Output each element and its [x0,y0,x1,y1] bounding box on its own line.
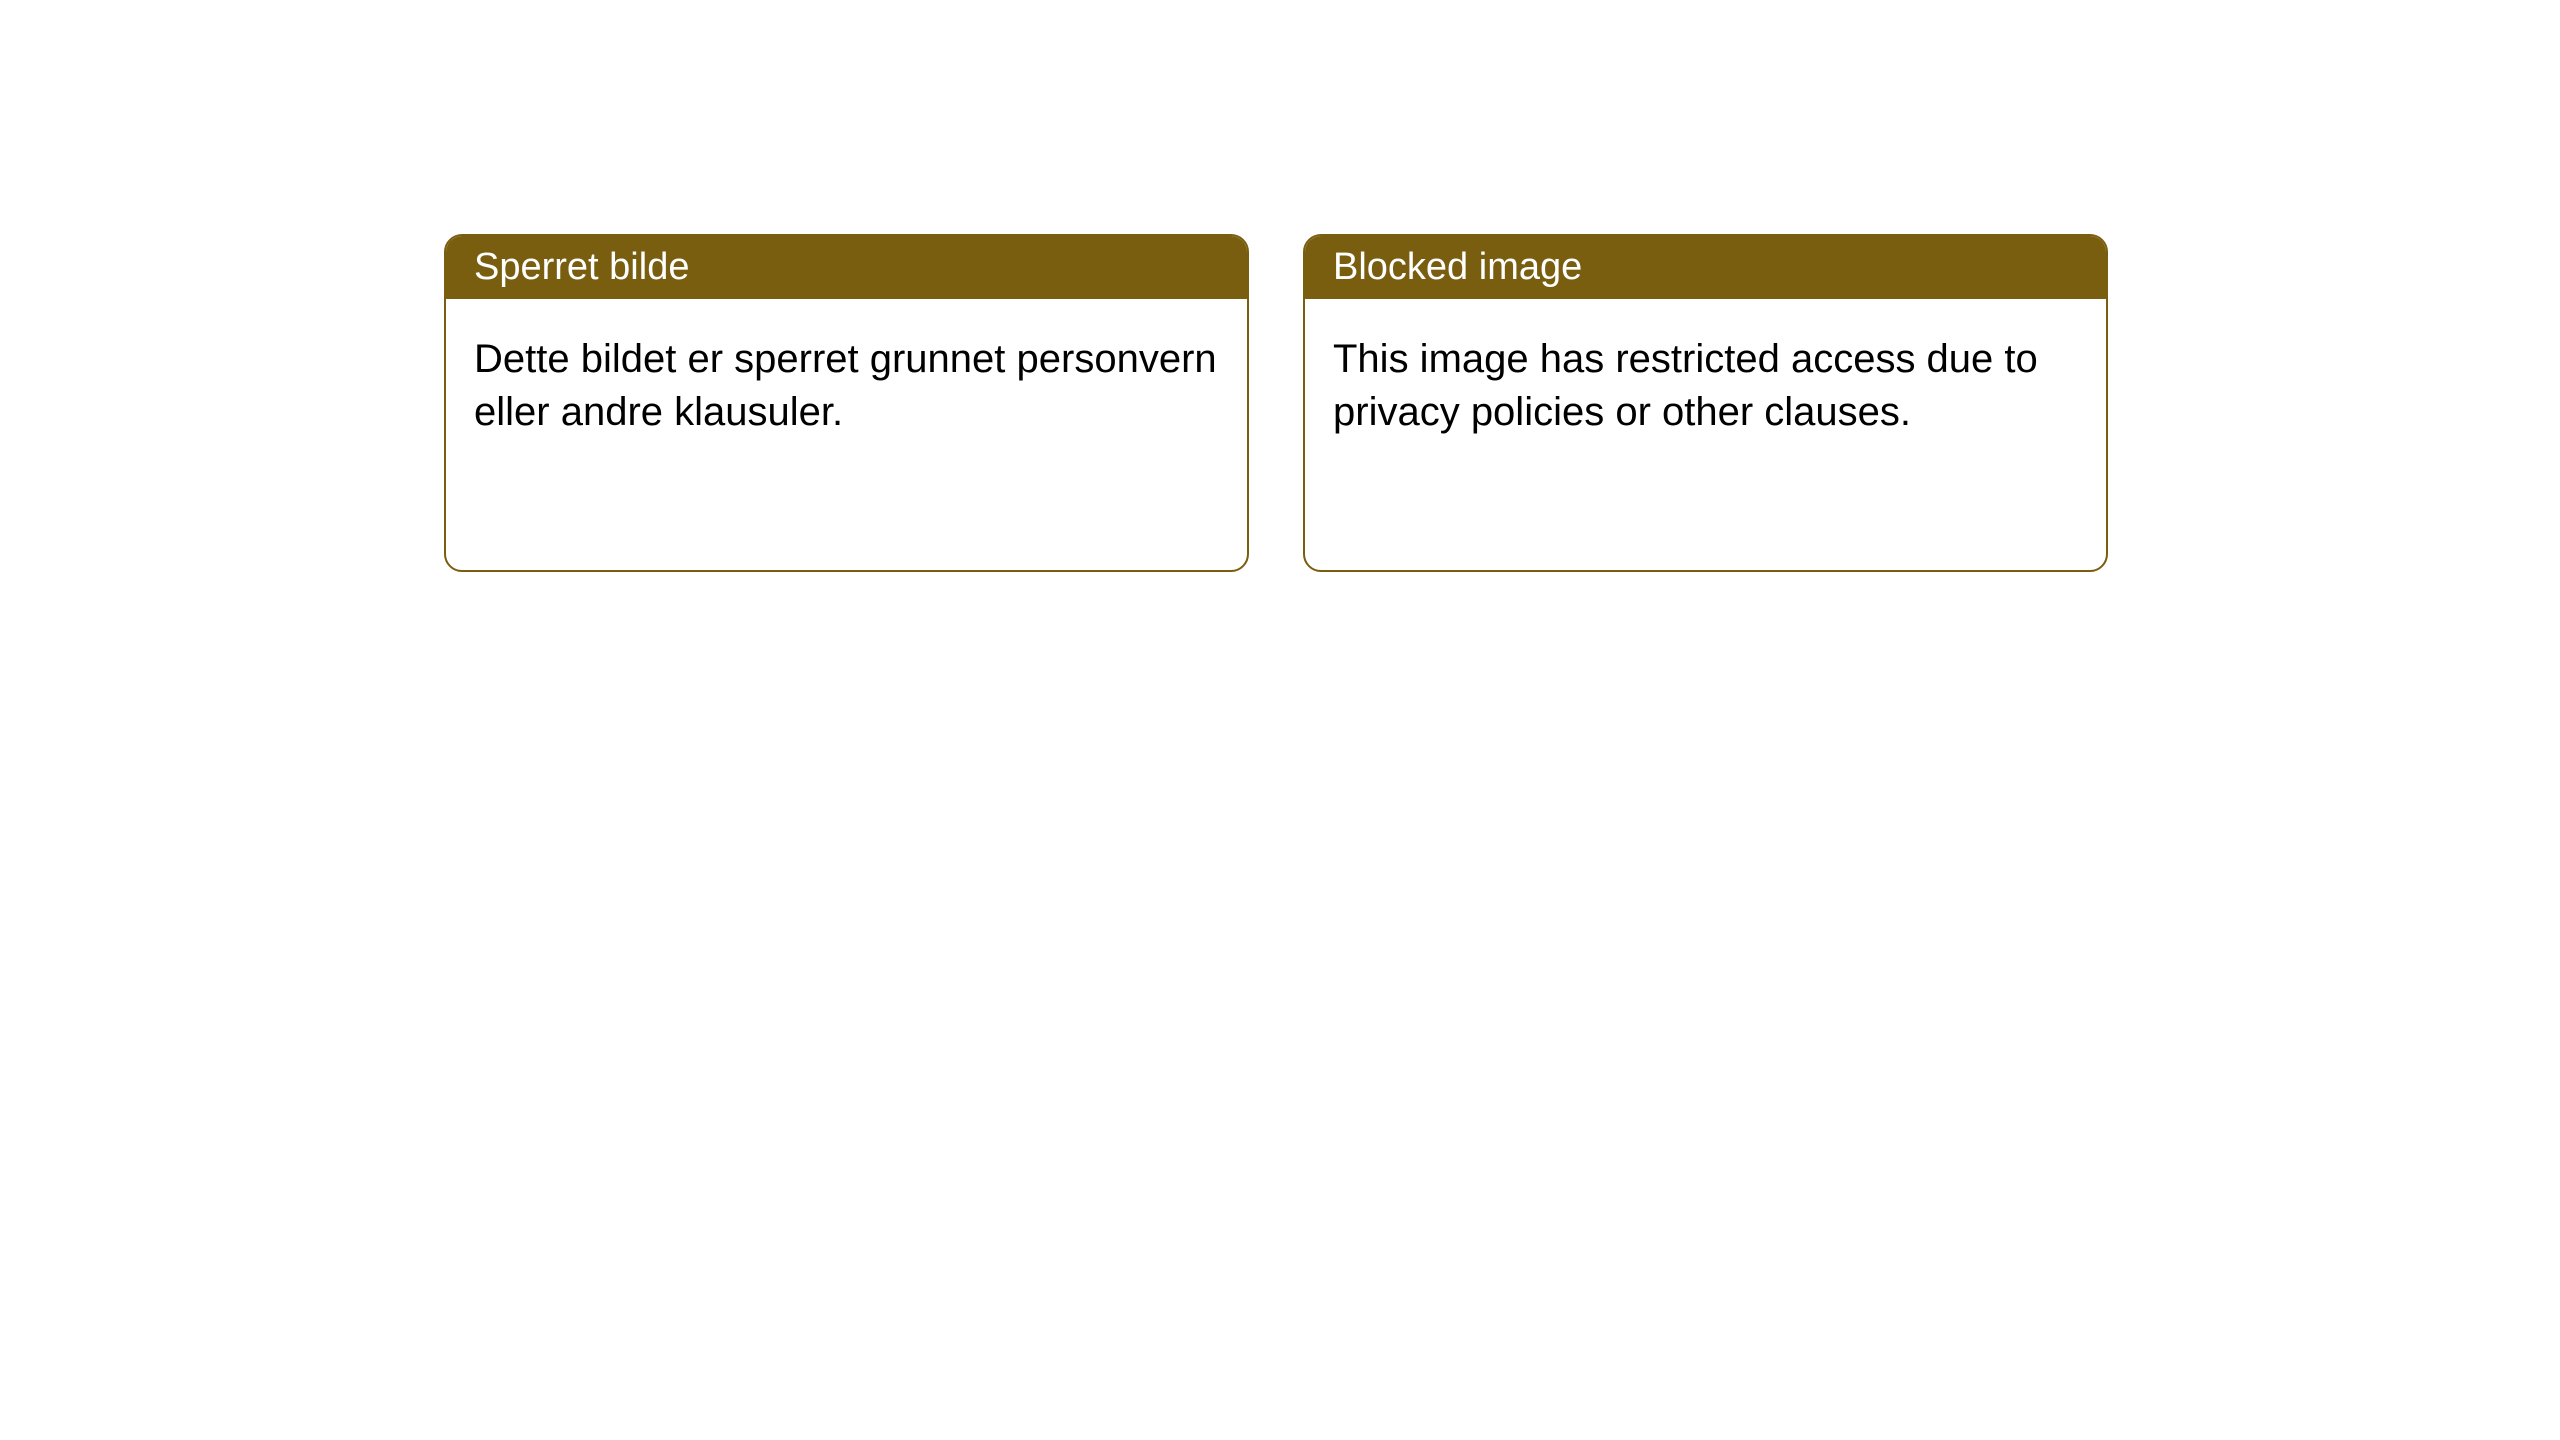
notice-card-norwegian: Sperret bilde Dette bildet er sperret gr… [444,234,1249,572]
notice-card-english: Blocked image This image has restricted … [1303,234,2108,572]
notice-header-norwegian: Sperret bilde [446,236,1247,299]
notice-title-english: Blocked image [1333,246,1582,288]
notice-body-norwegian: Dette bildet er sperret grunnet personve… [446,299,1247,473]
notice-message-norwegian: Dette bildet er sperret grunnet personve… [474,337,1217,434]
notice-cards-container: Sperret bilde Dette bildet er sperret gr… [0,0,2560,572]
notice-message-english: This image has restricted access due to … [1333,337,2038,434]
notice-body-english: This image has restricted access due to … [1305,299,2106,473]
notice-header-english: Blocked image [1305,236,2106,299]
notice-title-norwegian: Sperret bilde [474,246,689,288]
